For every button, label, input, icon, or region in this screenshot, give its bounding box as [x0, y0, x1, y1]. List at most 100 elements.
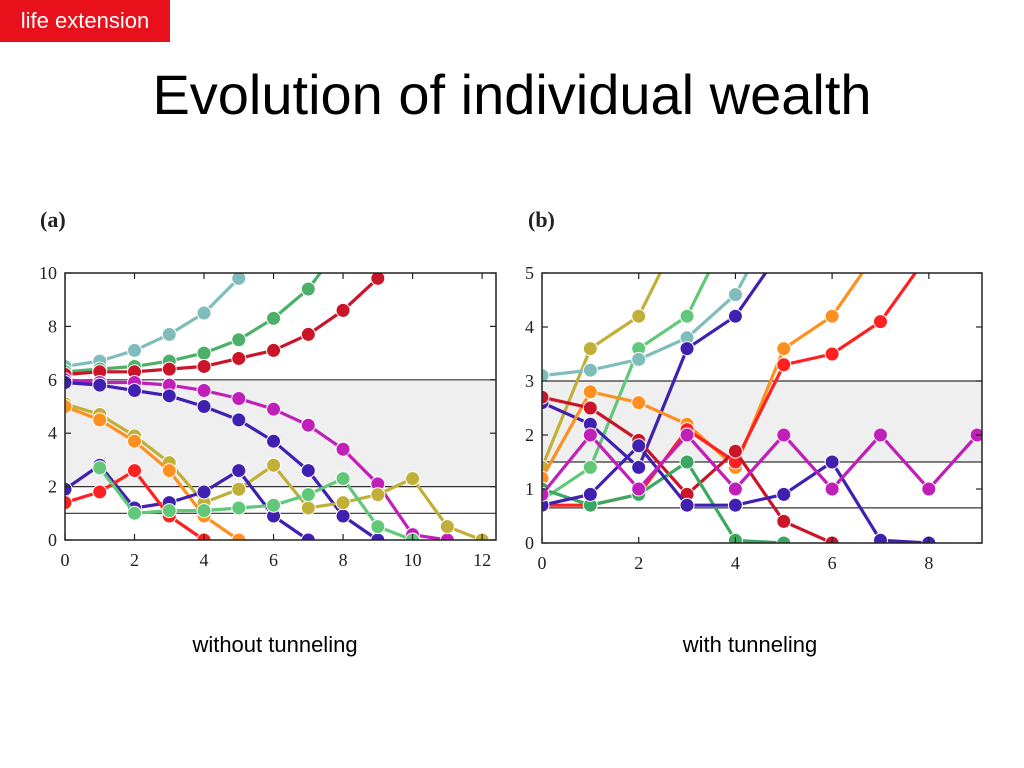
panel-a-xtick-label-6: 12: [473, 550, 491, 570]
panel-b-series-4-point-0: [542, 470, 550, 486]
panel-a-series-9-point-5: [266, 497, 282, 513]
panel-b-xtick-label-1: 2: [634, 553, 643, 573]
panel-a-series-0-point-2: [127, 342, 143, 358]
panel-b-xtick-label-3: 6: [828, 553, 837, 573]
panel-a-xtick-label-4: 8: [339, 550, 348, 570]
panel-a-series-1-point-5: [231, 332, 247, 348]
panel-a-series-4-point-2: [127, 382, 143, 398]
panel-a-series-5-point-11: [439, 519, 455, 535]
panel-b-series-3-line: [542, 273, 768, 469]
panel-b-series-8-point-0: [542, 497, 550, 513]
panel-a-series-8-point-2: [127, 463, 143, 479]
panel-a-ytick-label-1: 2: [48, 477, 57, 497]
section-tag: life extension: [0, 0, 170, 42]
panel-a-series-0-line: [65, 277, 240, 368]
panel-b-series-6-point-0: [542, 389, 550, 405]
panel-a-frame: [64, 272, 497, 541]
panel-b-series-2-point-2: [631, 351, 647, 367]
panel-a-series-7-point-7: [300, 532, 316, 540]
panel-b-series-6-point-4: [727, 443, 743, 459]
panel-a-series-4-point-0: [65, 374, 73, 390]
panel-b-xtick-label-4: 8: [924, 553, 933, 573]
caption-with-tunneling: with tunneling: [682, 632, 818, 657]
panel-a-series-3-point-5: [231, 390, 247, 406]
panel-b-series-5-point-5: [776, 357, 792, 373]
panel-a-series-1-point-4: [196, 345, 212, 361]
panel-a-ytick-label-0: 0: [48, 530, 57, 550]
panel-b-series-9-point-4: [727, 481, 743, 497]
panel-a-series-6-point-1: [92, 412, 108, 428]
slide-title: Evolution of individual wealth: [152, 63, 872, 126]
panel-b-series-3-point-4: [727, 308, 743, 324]
panel-b-series-8-point-4: [727, 497, 743, 513]
panel-a-series-4-point-5: [231, 412, 247, 428]
panel-b-ytick-label-5: 5: [525, 263, 534, 283]
panel-a-series-2-point-8: [335, 302, 351, 318]
panel-a-series-2-point-6: [266, 342, 282, 358]
panel-a-xtick-label-0: 0: [61, 550, 70, 570]
panel-a-series-9-line: [98, 466, 414, 540]
panel-a-series-5-point-8: [335, 495, 351, 511]
panel-b-series-9-point-5: [776, 427, 792, 443]
panel-b-series-8-point-2: [631, 438, 647, 454]
panel-a-series-4-point-6: [266, 433, 282, 449]
panel-a-series-3-point-8: [335, 441, 351, 457]
panel-a-label: (a): [40, 207, 66, 232]
panel-a-series-1-point-7: [300, 281, 316, 297]
panel-b-series-2-point-1: [582, 362, 598, 378]
panel-a-series-9-point-3: [196, 503, 212, 519]
panel-a-series-7-point-0: [65, 481, 73, 497]
panel-b-series-0-point-1: [582, 341, 598, 357]
panel-a-series-1-point-6: [266, 310, 282, 326]
panel-a-ytick-label-4: 8: [48, 316, 57, 336]
panel-a-series-4-point-8: [335, 508, 351, 524]
panel-b-series-9-point-2: [631, 481, 647, 497]
panel-a-xtick-label-5: 10: [404, 550, 422, 570]
panel-a-ytick-label-5: 10: [39, 263, 57, 283]
panel-b-series-9-point-0: [542, 486, 550, 502]
panel-b-series-1-point-1: [582, 459, 598, 475]
panel-b-series-8-point-7: [872, 532, 888, 543]
panel-b-ytick-label-0: 0: [525, 533, 534, 553]
panel-a-series-2-line: [65, 277, 379, 377]
panel-b-series-7-point-5: [776, 535, 792, 543]
panel-b-series-9-line: [542, 433, 979, 496]
panel-b-series-7-line: [542, 460, 784, 543]
panel-b-series-7-point-3: [679, 454, 695, 470]
panel-a-series-9-point-4: [231, 500, 247, 516]
panel-a-series-4-point-3: [161, 388, 177, 404]
panel-a-series-4-point-1: [92, 377, 108, 393]
panel-b-series-3-point-2: [631, 459, 647, 475]
panel-a-series-6-point-2: [127, 433, 143, 449]
panel-b-series-9-point-6: [824, 481, 840, 497]
panel-a-series-5-point-10: [405, 471, 421, 487]
panel-b-series-6-point-1: [582, 400, 598, 416]
panel-b-ytick-label-3: 3: [525, 371, 534, 391]
panel-a-series-9-point-7: [335, 471, 351, 487]
panel-b-series-4-point-1: [582, 384, 598, 400]
panel-b-series-9-point-8: [921, 481, 937, 497]
panel-a-series-3-point-4: [196, 382, 212, 398]
panel-b-series-8-point-3: [679, 497, 695, 513]
panel-a-series-2-point-4: [196, 358, 212, 374]
panel-b-series-9-point-1: [582, 427, 598, 443]
panel-b-series-2-point-4: [727, 287, 743, 303]
panel-a-series-7-point-4: [196, 484, 212, 500]
panel-b-ytick-label-4: 4: [525, 317, 534, 337]
panel-b-ytick-label-2: 2: [525, 425, 534, 445]
panel-b-series-8-point-5: [776, 486, 792, 502]
panel-a-series-3-point-6: [266, 401, 282, 417]
panel-a-series-6-point-5: [231, 532, 247, 540]
panel-a-series-2-point-9: [370, 273, 386, 286]
panel-b: (b) 0 2 4 6 8 0 1 2 3 4 5: [525, 207, 983, 573]
panel-b-series-4-point-5: [776, 341, 792, 357]
panel-b-series-8-point-1: [582, 486, 598, 502]
panel-a-series-0-point-4: [196, 305, 212, 321]
panel-a-series-9-point-1: [127, 505, 143, 521]
panel-a-xtick-label-3: 6: [269, 550, 278, 570]
panel-b-series-5-point-7: [872, 314, 888, 330]
panel-a-series-0-point-3: [161, 326, 177, 342]
panel-a-series-9-point-2: [161, 503, 177, 519]
panel-a-ytick-label-3: 6: [48, 370, 57, 390]
